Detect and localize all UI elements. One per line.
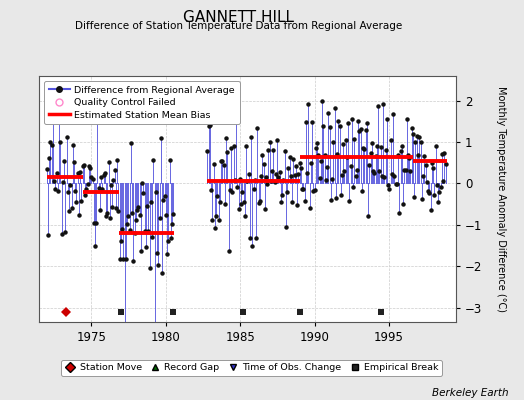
Legend: Station Move, Record Gap, Time of Obs. Change, Empirical Break: Station Move, Record Gap, Time of Obs. C… — [61, 360, 442, 376]
Text: GANNETT HILL: GANNETT HILL — [183, 10, 294, 25]
Text: Berkeley Earth: Berkeley Earth — [432, 388, 508, 398]
Text: Difference of Station Temperature Data from Regional Average: Difference of Station Temperature Data f… — [75, 21, 402, 31]
Y-axis label: Monthly Temperature Anomaly Difference (°C): Monthly Temperature Anomaly Difference (… — [496, 86, 506, 312]
Legend: Difference from Regional Average, Quality Control Failed, Estimated Station Mean: Difference from Regional Average, Qualit… — [44, 81, 239, 124]
